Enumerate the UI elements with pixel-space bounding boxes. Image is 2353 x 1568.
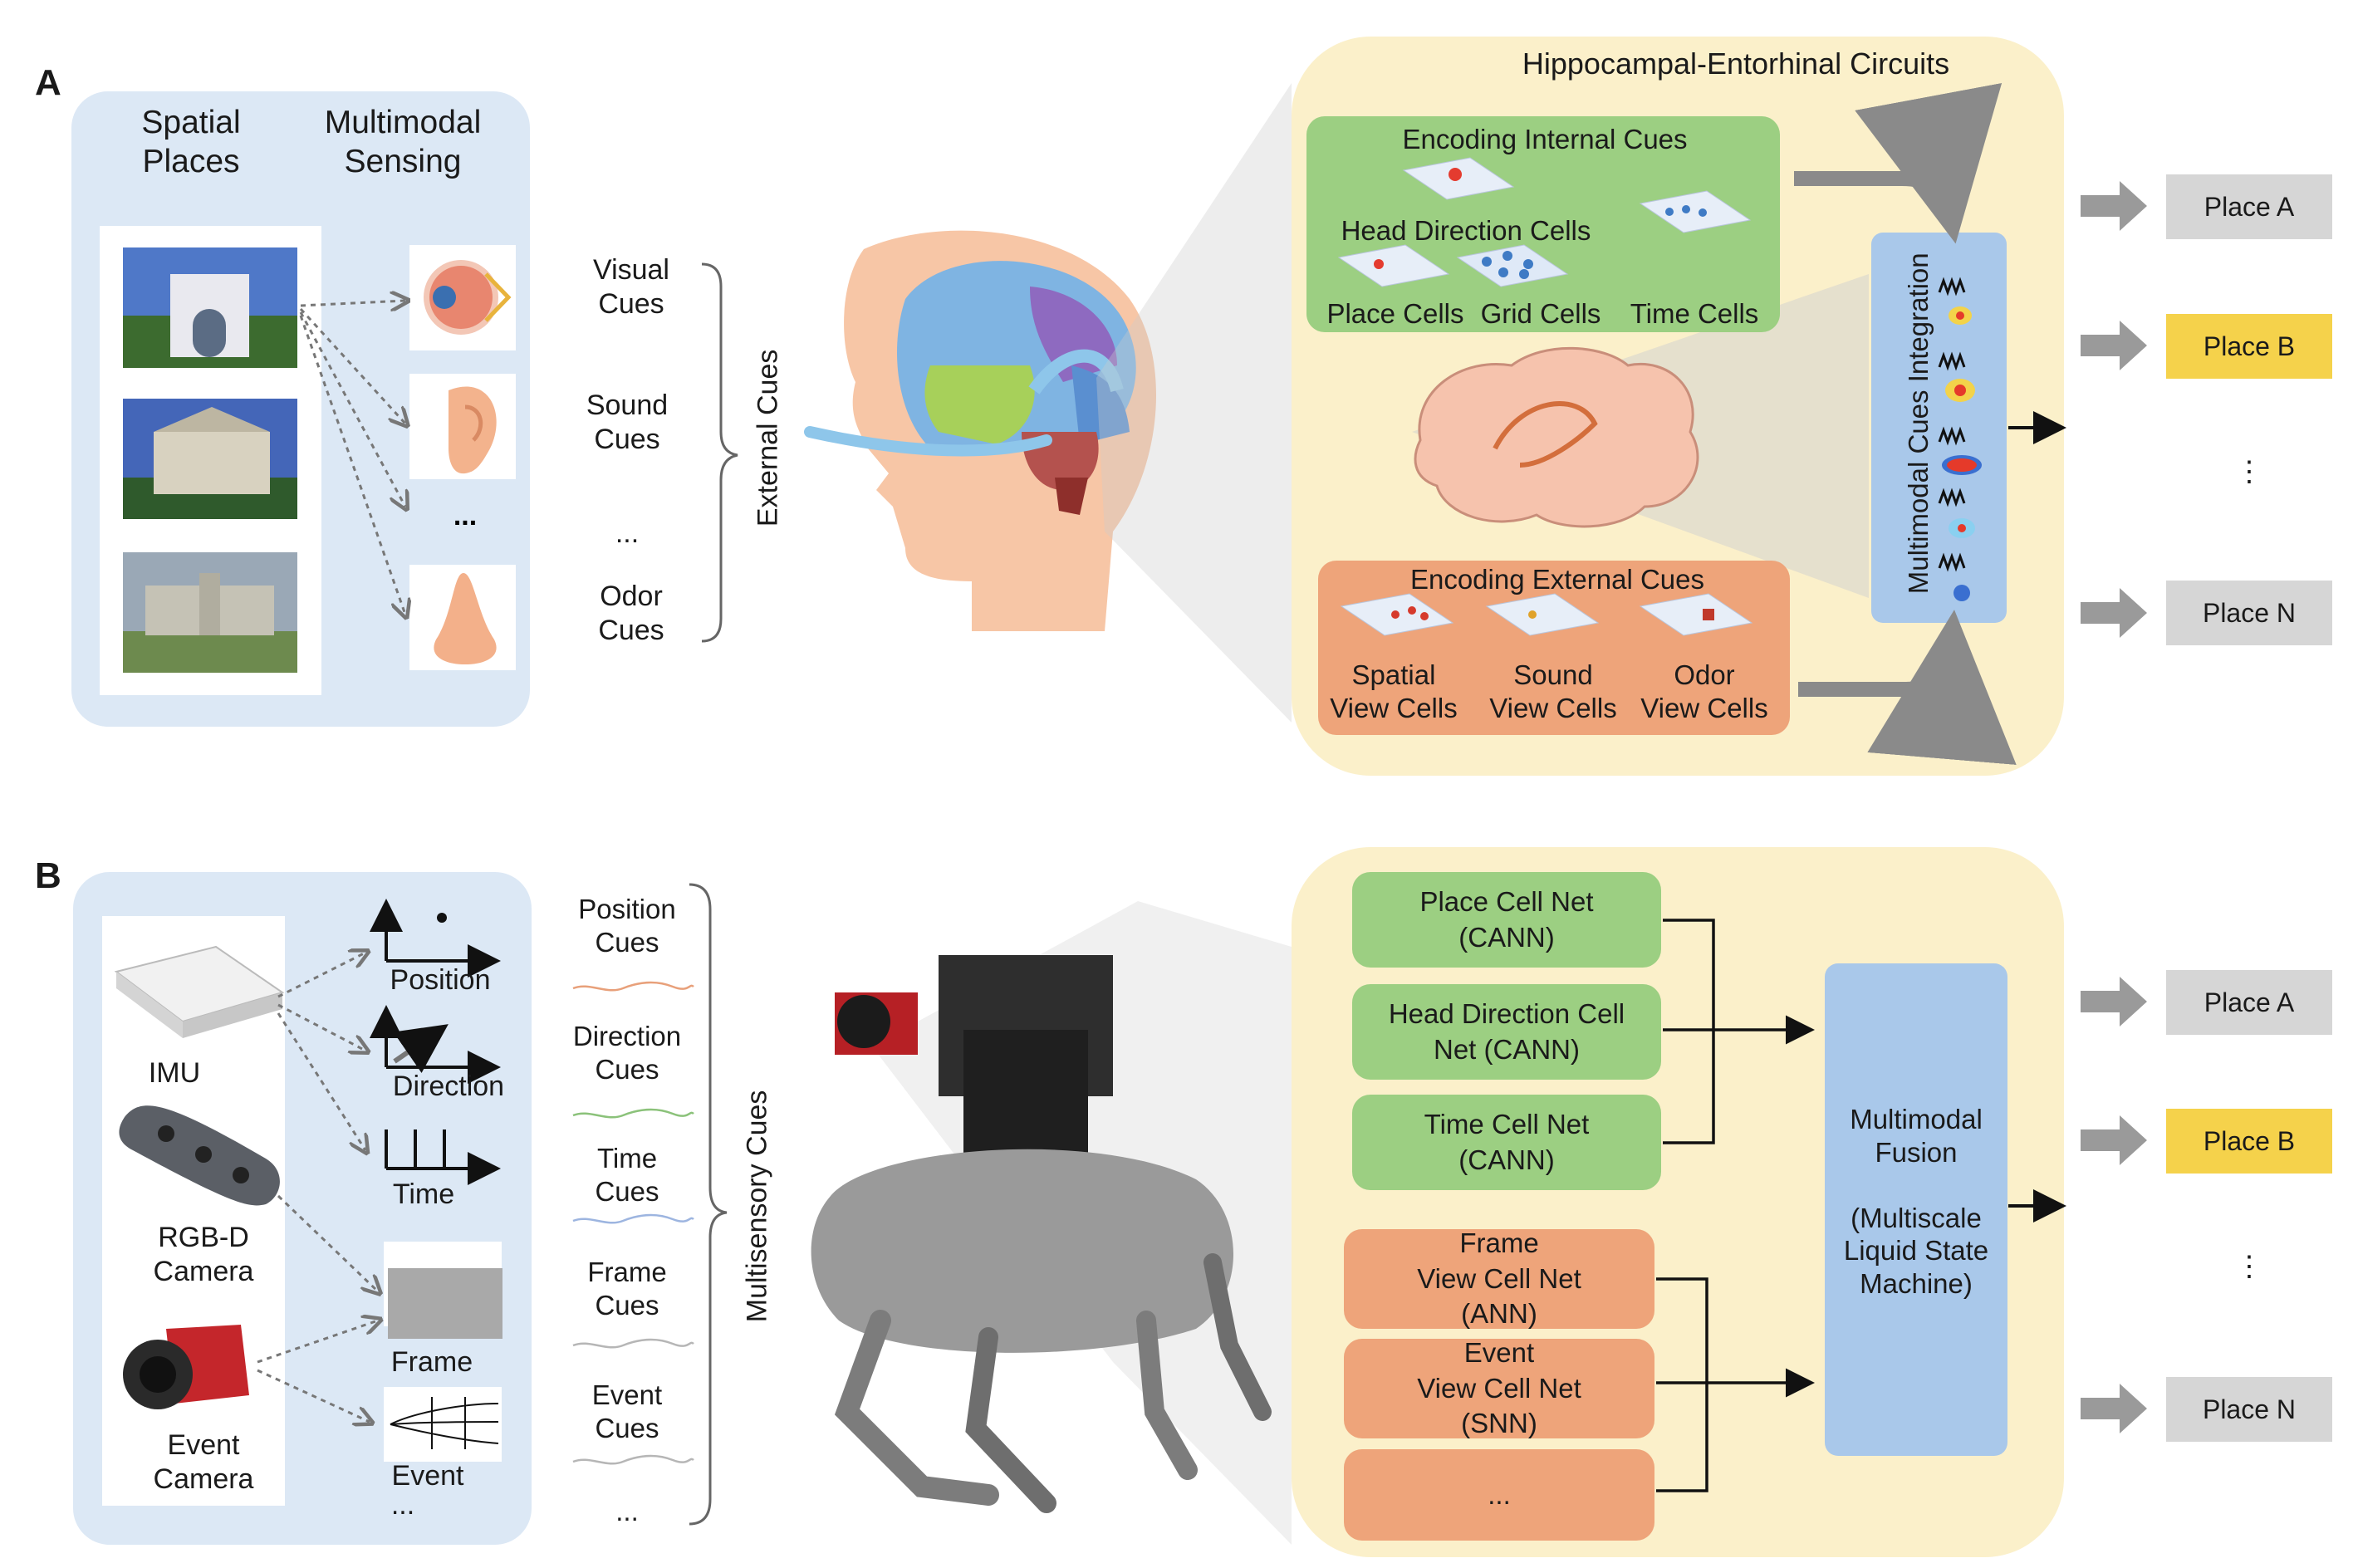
- place-cell-net: Place Cell Net (CANN): [1352, 872, 1661, 968]
- cell-plates: [1337, 157, 1753, 636]
- place-n-output-a: Place N: [2166, 581, 2332, 645]
- frame-thumbnail: [388, 1268, 502, 1339]
- photo-building-2: [123, 399, 297, 519]
- spike-glyphs: [1938, 277, 1966, 572]
- time-cells-label: Time Cells: [1630, 298, 1759, 329]
- direction-cues-label: Direction Cues: [572, 1021, 682, 1085]
- place-a-output-b: Place A: [2166, 970, 2332, 1035]
- event-thumbnail: [390, 1397, 499, 1449]
- imu-device: [114, 945, 285, 1038]
- position-signal-label: Position: [390, 964, 491, 996]
- spatial-places-heading: Spatial Places: [141, 105, 241, 179]
- grid-cells-label: Grid Cells: [1480, 298, 1601, 329]
- brace-multisensory: [689, 883, 728, 1526]
- frame-view-cell-net: Frame View Cell Net (ANN): [1344, 1227, 1654, 1329]
- activity-blobs: [1942, 306, 1982, 601]
- panel-letter-b: B: [35, 855, 61, 896]
- rgbd-camera-label: RGB-D Camera: [153, 1222, 254, 1287]
- small-brain: [1414, 346, 1699, 528]
- panel-letter-a: A: [35, 62, 61, 103]
- place-b-output-a: Place B: [2166, 314, 2332, 379]
- place-arrows-a: [2081, 181, 2147, 638]
- place-ellipsis-a: ⋮: [2235, 456, 2263, 488]
- place-ellipsis-b: ⋮: [2235, 1251, 2263, 1282]
- multimodal-sensing-heading: Multimodal Sensing: [324, 105, 482, 179]
- ear-icon: [449, 386, 497, 474]
- internal-cues-title: Encoding Internal Cues: [1402, 124, 1688, 154]
- multisensory-cues-label: Multisensory Cues: [741, 1090, 773, 1323]
- place-a-output-a: Place A: [2166, 174, 2332, 239]
- place-b-output-b: Place B: [2166, 1109, 2332, 1174]
- external-cues-title: Encoding External Cues: [1409, 564, 1705, 595]
- cue-ellipsis: ...: [615, 517, 640, 549]
- external-cues-label: External Cues: [752, 349, 784, 527]
- cue-visual: Visual Cues: [593, 254, 669, 320]
- cue-odor: Odor Cues: [598, 581, 664, 646]
- place-cells-label: Place Cells: [1326, 298, 1464, 329]
- event-signal-label: Event: [391, 1460, 464, 1492]
- time-signal-label: Time: [392, 1178, 455, 1210]
- place-n-output-b: Place N: [2166, 1377, 2332, 1442]
- integration-label: Multimodal Cues Integration: [1903, 252, 1934, 595]
- event-camera: [123, 1325, 249, 1409]
- head-with-brain: [804, 230, 1157, 631]
- frame-signal-label: Frame: [390, 1346, 473, 1378]
- cue-sound: Sound Cues: [586, 390, 669, 455]
- direction-signal-label: Direction: [392, 1071, 505, 1102]
- quadruped-robot: [811, 901, 1292, 1545]
- fusion-box: [1825, 963, 2007, 1456]
- brace-external: [701, 262, 738, 643]
- cue-squiggles: [572, 981, 694, 1465]
- position-cues-label: Position Cues: [578, 894, 676, 958]
- signal-ellipsis: ...: [390, 1489, 415, 1521]
- event-view-cell-net: Event View Cell Net (SNN): [1344, 1337, 1654, 1438]
- photo-building-3: [123, 552, 297, 673]
- time-cell-net: Time Cell Net (CANN): [1352, 1095, 1661, 1190]
- frame-cues-label: Frame Cues: [587, 1257, 667, 1321]
- photo-building-1: [123, 247, 297, 368]
- nose-icon: [434, 573, 497, 664]
- head-direction-cell-net: Head Direction Cell Net (CANN): [1352, 984, 1661, 1080]
- spatial-view-cells-label: Spatial View Cells: [1330, 659, 1458, 723]
- additional-net-ellipsis: ...: [1344, 1449, 1654, 1541]
- event-cues-label: Event Cues: [591, 1379, 663, 1443]
- odor-view-cells-label: Odor View Cells: [1640, 659, 1768, 723]
- cues-ellipsis: ...: [615, 1496, 639, 1526]
- place-arrows-b: [2081, 977, 2147, 1433]
- sensing-ellipsis: ...: [453, 500, 477, 532]
- time-cues-label: Time Cues: [595, 1143, 659, 1207]
- rgbd-camera: [119, 1105, 280, 1206]
- eye-icon: [424, 260, 512, 335]
- multimodal-fusion-label: Multimodal Fusion (Multiscale Liquid Sta…: [1843, 1104, 1989, 1299]
- imu-label: IMU: [148, 1057, 201, 1089]
- circuits-title: Hippocampal-Entorhinal Circuits: [1522, 47, 1950, 81]
- head-direction-cells-label: Head Direction Cells: [1341, 215, 1591, 246]
- sound-view-cells-label: Sound View Cells: [1489, 659, 1617, 723]
- event-camera-label: Event Camera: [153, 1429, 254, 1495]
